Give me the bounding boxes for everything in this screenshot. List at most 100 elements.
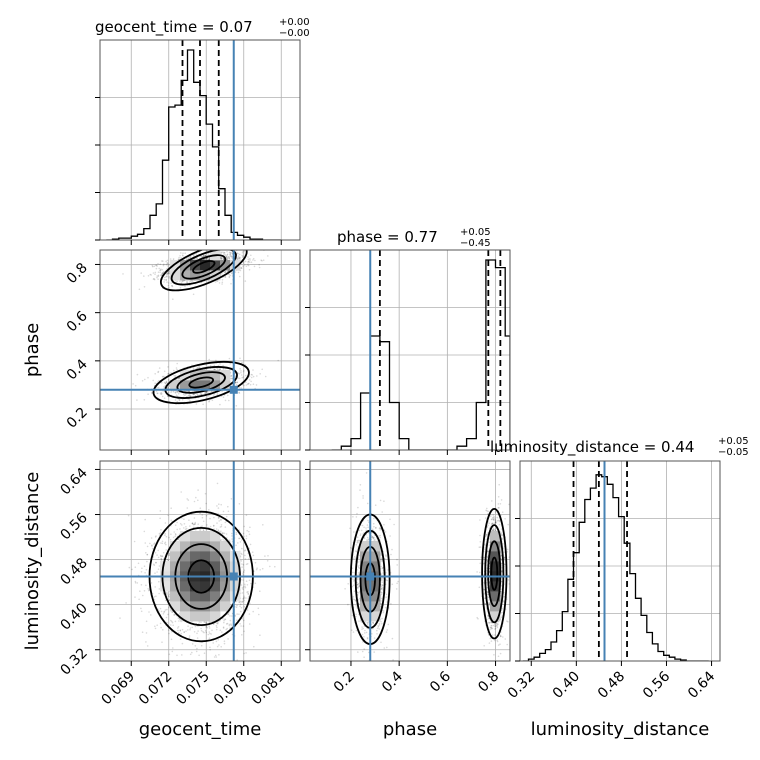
scatter-point xyxy=(205,514,208,517)
scatter-point xyxy=(157,556,160,559)
scatter-point xyxy=(259,569,262,571)
histogram-bar xyxy=(540,653,546,661)
scatter-point xyxy=(224,271,226,274)
scatter-point xyxy=(238,386,241,389)
scatter-point xyxy=(257,607,260,610)
scatter-point xyxy=(205,621,207,624)
scatter-point xyxy=(224,271,226,274)
scatter-point xyxy=(192,293,195,296)
scatter-point xyxy=(228,357,231,360)
scatter-point xyxy=(147,588,149,590)
scatter-point xyxy=(167,265,169,267)
scatter-point xyxy=(186,280,188,283)
scatter-point xyxy=(143,399,146,401)
scatter-point xyxy=(223,258,225,261)
scatter-point xyxy=(165,260,167,263)
scatter-point xyxy=(217,621,219,624)
scatter-point xyxy=(138,288,141,291)
scatter-point xyxy=(214,281,217,283)
scatter-point xyxy=(156,265,158,267)
scatter-point xyxy=(174,374,177,377)
scatter-point xyxy=(156,392,158,395)
scatter-point xyxy=(164,609,167,611)
scatter-point xyxy=(166,262,169,265)
histogram-bar xyxy=(545,650,551,661)
scatter-point xyxy=(215,640,218,643)
scatter-point xyxy=(191,651,193,654)
scatter-point xyxy=(230,375,233,377)
scatter-point xyxy=(222,364,224,367)
contour-line xyxy=(181,254,227,280)
scatter-point xyxy=(180,282,183,284)
scatter-point xyxy=(161,542,164,545)
scatter-point xyxy=(184,252,186,254)
scatter-point xyxy=(162,376,164,378)
scatter-point xyxy=(224,521,227,524)
histogram-bar xyxy=(194,82,200,240)
scatter-point xyxy=(224,275,226,278)
scatter-point xyxy=(218,368,220,370)
scatter-point xyxy=(200,644,203,647)
scatter-point xyxy=(164,532,166,535)
scatter-point xyxy=(220,258,222,260)
histogram-bar xyxy=(579,522,585,661)
scatter-point xyxy=(179,255,181,257)
scatter-point xyxy=(202,254,205,257)
scatter-point xyxy=(236,381,239,384)
scatter-point xyxy=(151,392,153,395)
scatter-point xyxy=(224,253,226,256)
scatter-point xyxy=(242,370,245,373)
scatter-point xyxy=(208,258,211,260)
scatter-point xyxy=(199,392,202,395)
scatter-point xyxy=(210,633,212,635)
histogram-bar xyxy=(557,631,563,661)
scatter-point xyxy=(153,278,155,280)
scatter-point xyxy=(189,255,192,258)
scatter-point xyxy=(269,565,271,568)
scatter-point xyxy=(259,634,261,636)
scatter-point xyxy=(180,491,182,493)
scatter-point xyxy=(239,357,241,360)
scatter-point xyxy=(199,529,202,531)
scatter-point xyxy=(146,645,149,647)
scatter-point xyxy=(163,263,165,266)
scatter-point xyxy=(222,368,225,370)
histogram-bar xyxy=(399,439,409,450)
scatter-point xyxy=(246,247,248,249)
scatter-point xyxy=(228,256,230,259)
scatter-point xyxy=(239,256,241,259)
scatter-point xyxy=(242,600,244,603)
scatter-point xyxy=(154,536,157,538)
scatter-point xyxy=(247,264,249,266)
scatter-point xyxy=(177,378,180,380)
scatter-point xyxy=(168,270,171,273)
scatter-point xyxy=(241,547,243,550)
scatter-point xyxy=(238,537,240,540)
scatter-point xyxy=(226,258,228,260)
histogram-bar xyxy=(467,439,477,450)
scatter-point xyxy=(259,590,261,592)
scatter-point xyxy=(143,565,146,567)
scatter-point xyxy=(216,392,219,395)
scatter-point xyxy=(171,620,173,623)
scatter-point xyxy=(187,499,190,501)
scatter-point xyxy=(222,251,224,253)
scatter-point xyxy=(208,258,210,261)
scatter-point xyxy=(218,654,220,656)
scatter-point xyxy=(253,645,255,648)
scatter-point xyxy=(185,527,188,530)
scatter-point xyxy=(131,568,133,571)
scatter-point xyxy=(258,266,261,269)
scatter-point xyxy=(188,257,190,259)
scatter-point xyxy=(241,254,243,257)
scatter-point xyxy=(213,656,216,658)
scatter-point xyxy=(226,257,229,260)
scatter-point xyxy=(244,374,247,377)
scatter-point xyxy=(258,264,261,266)
scatter-point xyxy=(221,257,224,260)
scatter-point xyxy=(233,245,235,247)
scatter-point xyxy=(188,635,191,637)
scatter-point xyxy=(202,529,205,531)
scatter-point xyxy=(160,626,162,629)
scatter-point xyxy=(184,285,186,288)
